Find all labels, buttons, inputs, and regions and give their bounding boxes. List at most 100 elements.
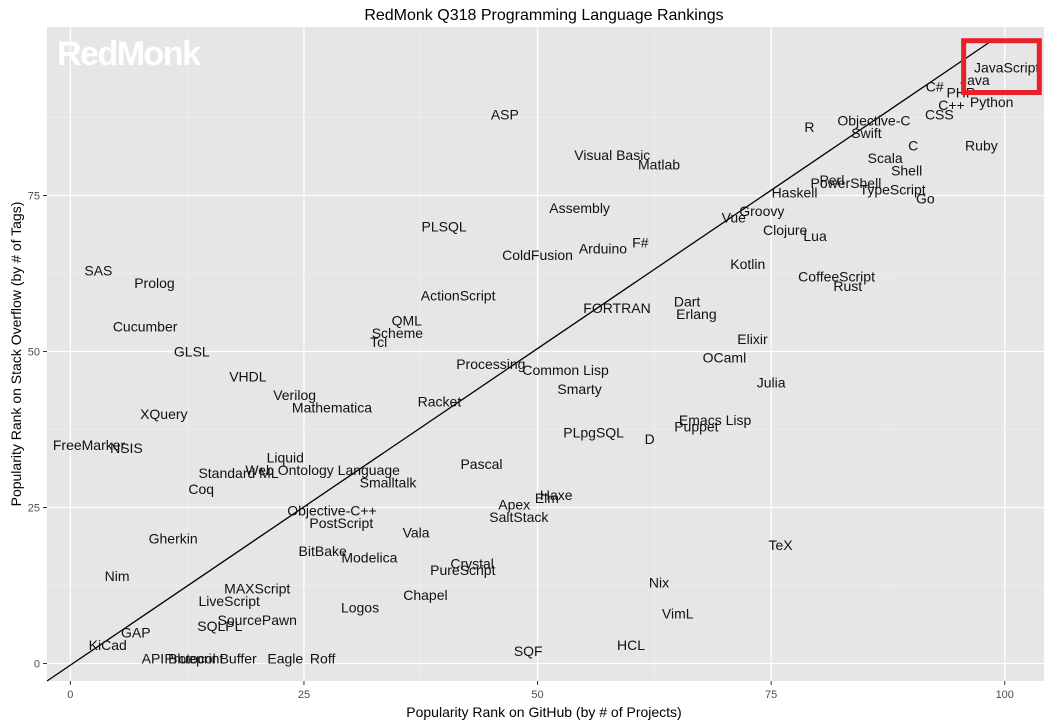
data-label: Julia — [757, 375, 786, 391]
watermark-logo: RedMonk — [57, 35, 201, 73]
x-tick-label: 75 — [765, 689, 777, 701]
data-label: Protocol Buffer — [164, 651, 257, 667]
data-label: PHP — [946, 85, 975, 101]
data-label: Processing — [456, 356, 525, 372]
data-label: SQF — [514, 643, 543, 659]
x-tick-label: 100 — [996, 689, 1014, 701]
data-label: PostScript — [309, 515, 373, 531]
y-tick-label: 0 — [34, 659, 40, 671]
trend-line — [46, 38, 994, 682]
data-label: Chapel — [403, 587, 447, 603]
data-label: Pascal — [460, 456, 502, 472]
data-label: FORTRAN — [583, 300, 650, 316]
data-label: Objective-C++ — [287, 503, 376, 519]
data-label: Groovy — [739, 203, 784, 219]
data-label: Racket — [418, 393, 462, 409]
data-label: Ruby — [965, 138, 998, 154]
data-label: HCL — [617, 637, 645, 653]
data-label: Liquid — [267, 450, 304, 466]
data-label: Apex — [498, 496, 530, 512]
data-label: Logos — [341, 599, 379, 615]
data-label: Haxe — [540, 487, 573, 503]
data-label: Elixir — [737, 331, 768, 347]
data-label: PureScript — [430, 562, 495, 578]
data-label: API Blueprint — [142, 651, 224, 667]
data-label: F# — [632, 234, 649, 250]
data-label: XQuery — [140, 406, 187, 422]
data-label: Modelica — [341, 549, 397, 565]
data-label: C# — [926, 78, 944, 94]
data-label: Elm — [535, 490, 559, 506]
data-label: Smalltalk — [360, 475, 418, 491]
data-label: Haskell — [772, 184, 818, 200]
data-label: Clojure — [763, 222, 808, 238]
data-label: GLSL — [174, 344, 210, 360]
data-label: QML — [392, 312, 423, 328]
data-label: Arduino — [579, 241, 627, 257]
data-label: Kotlin — [730, 256, 765, 272]
plot-panel — [47, 27, 1044, 681]
data-label: TeX — [768, 537, 793, 553]
data-label: MAXScript — [224, 581, 290, 597]
data-label: SourcePawn — [218, 612, 297, 628]
data-label: PowerShell — [810, 175, 881, 191]
x-tick-label: 50 — [531, 689, 543, 701]
data-label: KiCad — [89, 637, 127, 653]
data-label: ActionScript — [421, 287, 496, 303]
data-label: Perl — [819, 172, 844, 188]
data-label: Scala — [868, 150, 903, 166]
x-axis-ticks: 0 25 50 75 100 — [67, 681, 1014, 701]
data-label: Assembly — [549, 200, 610, 216]
data-label: Coq — [188, 481, 214, 497]
data-label: Rust — [833, 278, 862, 294]
y-tick-label: 50 — [28, 347, 40, 359]
data-label: TypeScript — [860, 181, 926, 197]
data-label: SQLPL — [197, 618, 242, 634]
data-label: Gherkin — [149, 531, 198, 547]
data-label: SAS — [84, 262, 112, 278]
data-label: Emacs Lisp — [679, 412, 752, 428]
data-label: Eagle — [267, 651, 303, 667]
data-label: Visual Basic — [574, 147, 650, 163]
data-label: ColdFusion — [502, 247, 573, 263]
data-label: Erlang — [676, 306, 716, 322]
data-label: Web Ontology Language — [245, 462, 400, 478]
data-label: Swift — [851, 125, 881, 141]
y-tick-label: 25 — [28, 503, 40, 515]
data-label: Shell — [891, 163, 922, 179]
data-label: FreeMarker — [53, 437, 126, 453]
data-label: Prolog — [134, 275, 174, 291]
data-label: CSS — [925, 106, 954, 122]
x-tick-label: 25 — [298, 689, 310, 701]
data-label: Java — [960, 72, 990, 88]
data-label: Mathematica — [292, 400, 372, 416]
data-label: Tcl — [370, 334, 387, 350]
grid-lines — [47, 27, 1044, 681]
data-label: Smarty — [557, 381, 601, 397]
data-label: Puppet — [674, 418, 718, 434]
data-label: PLSQL — [422, 219, 467, 235]
data-label: JavaScript — [974, 60, 1039, 76]
data-label: GAP — [121, 624, 151, 640]
data-label: Vala — [403, 524, 430, 540]
data-label: Roff — [310, 651, 336, 667]
data-label: Python — [970, 94, 1014, 110]
data-label: ASP — [491, 106, 519, 122]
data-label: Vue — [722, 209, 747, 225]
data-label: Objective-C — [837, 113, 910, 129]
y-axis-ticks: 0 25 50 75 — [28, 190, 47, 671]
data-label: D — [645, 431, 655, 447]
data-label: Standard ML — [198, 465, 278, 481]
highlight-box — [961, 38, 1042, 96]
data-label: CoffeeScript — [798, 269, 875, 285]
chart-title: RedMonk Q318 Programming Language Rankin… — [364, 7, 723, 24]
y-axis-title: Popularity Rank on Stack Overflow (by # … — [8, 202, 24, 507]
data-label: VHDL — [229, 368, 267, 384]
y-tick-label: 75 — [28, 190, 40, 202]
data-label: R — [804, 119, 814, 135]
data-label: PLpgSQL — [563, 425, 624, 441]
data-label: SaltStack — [489, 509, 549, 525]
data-label: Verilog — [273, 387, 316, 403]
